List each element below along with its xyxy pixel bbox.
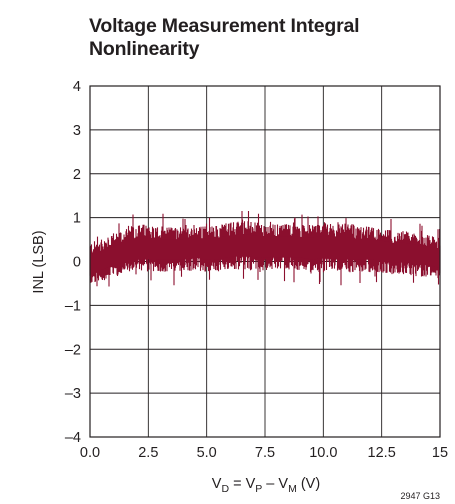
x-tick-label: 0.0 bbox=[80, 445, 100, 461]
x-tick-label: 12.5 bbox=[368, 445, 396, 461]
y-tick-label: –3 bbox=[65, 386, 81, 402]
y-tick-label: –1 bbox=[65, 298, 81, 314]
x-label-eq: = V bbox=[229, 476, 256, 492]
y-tick-label: 3 bbox=[73, 123, 81, 139]
x-tick-label: 5.0 bbox=[197, 445, 217, 461]
y-axis-label: INL (LSB) bbox=[31, 230, 47, 293]
y-tick-label: –4 bbox=[65, 430, 81, 446]
figure-code: 2947 G13 bbox=[400, 491, 440, 501]
x-tick-label: 15 bbox=[432, 445, 448, 461]
x-label-unit: (V) bbox=[297, 476, 320, 492]
y-tick-label: 2 bbox=[73, 167, 81, 183]
x-label-sub-m: M bbox=[288, 483, 297, 495]
x-label-sub-p: P bbox=[255, 483, 262, 495]
x-axis-label: VD = VP – VM (V) bbox=[212, 476, 320, 495]
y-tick-label: 4 bbox=[73, 79, 81, 95]
x-tick-label: 2.5 bbox=[138, 445, 158, 461]
x-tick-labels: 0.0 2.5 5.0 7.5 10.0 12.5 15 bbox=[80, 445, 448, 461]
x-tick-label: 10.0 bbox=[309, 445, 337, 461]
y-tick-labels: 4 3 2 1 0 –1 –2 –3 –4 bbox=[65, 79, 81, 446]
x-tick-label: 7.5 bbox=[255, 445, 275, 461]
y-tick-label: 0 bbox=[73, 255, 81, 271]
y-tick-label: –2 bbox=[65, 342, 81, 358]
x-label-v: V bbox=[212, 476, 222, 492]
y-tick-label: 1 bbox=[73, 211, 81, 227]
x-label-minus: – V bbox=[262, 476, 288, 492]
